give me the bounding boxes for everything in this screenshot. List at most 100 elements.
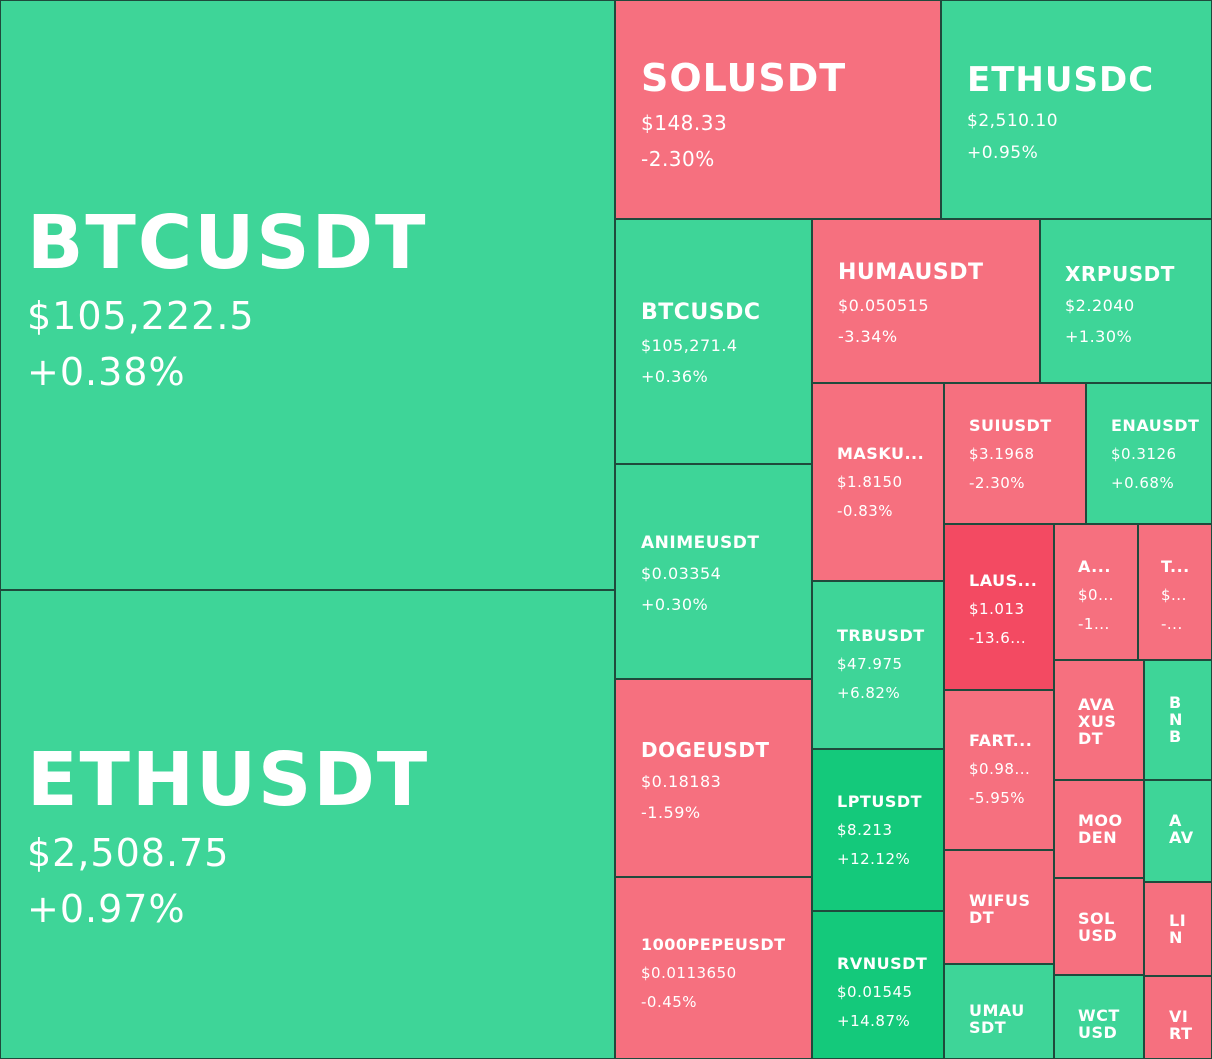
tile-price: $1.8150 (837, 473, 903, 491)
tile-symbol: VI RT (1169, 1007, 1193, 1043)
tile-change: +14.87% (837, 1012, 911, 1030)
tile-price: $2.2040 (1065, 296, 1135, 315)
tile-symbol: BTCUSDT (27, 200, 428, 286)
tile-symbol: B N B (1169, 693, 1183, 746)
tile-fartusdt[interactable]: FART... $0.98... -5.95% (944, 690, 1054, 850)
tile-a-truncated[interactable]: A... $0... -1... (1054, 524, 1138, 660)
tile-xrpusdt[interactable]: XRPUSDT $2.2040 +1.30% (1040, 219, 1212, 383)
tile-change: -13.6... (969, 629, 1027, 647)
tile-ethusdc[interactable]: ETHUSDC $2,510.10 +0.95% (941, 0, 1212, 219)
tile-symbol: UMAU SDT (969, 1001, 1025, 1037)
tile-symbol: HUMAUSDT (838, 260, 984, 285)
tile-symbol: SOL USD (1078, 909, 1118, 945)
tile-price: $0.3126 (1111, 445, 1177, 463)
tile-lausdt[interactable]: LAUS... $1.013 -13.6... (944, 524, 1054, 690)
tile-symbol: AVA XUS DT (1078, 695, 1117, 748)
tile-humausdt[interactable]: HUMAUSDT $0.050515 -3.34% (812, 219, 1040, 383)
tile-symbol: SUIUSDT (969, 416, 1052, 435)
tile-btcusdc[interactable]: BTCUSDC $105,271.4 +0.36% (615, 219, 812, 464)
tile-symbol: RVNUSDT (837, 954, 928, 973)
tile-change: +0.36% (641, 367, 709, 386)
tile-symbol: ETHUSDT (27, 737, 430, 823)
tile-symbol: ETHUSDC (967, 60, 1155, 100)
tile-price: $148.33 (641, 111, 728, 135)
tile-suiusdt[interactable]: SUIUSDT $3.1968 -2.30% (944, 383, 1086, 524)
tile-change: -2.30% (969, 474, 1026, 492)
tile-lptusdt[interactable]: LPTUSDT $8.213 +12.12% (812, 749, 944, 911)
tile-symbol: WCT USD (1078, 1006, 1120, 1042)
tile-symbol: ENAUSDT (1111, 416, 1200, 435)
tile-change: +0.68% (1111, 474, 1175, 492)
tile-linkusdt[interactable]: LI N (1144, 882, 1212, 976)
tile-animeusdt[interactable]: ANIMEUSDT $0.03354 +0.30% (615, 464, 812, 679)
tile-aaveusdt[interactable]: A AV (1144, 780, 1212, 882)
tile-price: $0.01545 (837, 983, 913, 1001)
tile-avaxusdt[interactable]: AVA XUS DT (1054, 660, 1144, 780)
tile-wifusdt[interactable]: WIFUS DT (944, 850, 1054, 964)
tile-change: -3.34% (838, 327, 898, 346)
tile-symbol: A AV (1169, 811, 1194, 847)
tile-symbol: T... (1161, 557, 1190, 576)
tile-symbol: LAUS... (969, 571, 1038, 590)
tile-rvnusdt[interactable]: RVNUSDT $0.01545 +14.87% (812, 911, 944, 1059)
tile-price: $3.1968 (969, 445, 1035, 463)
tile-price: $0.0113650 (641, 964, 737, 982)
tile-virtualusdt[interactable]: VI RT (1144, 976, 1212, 1059)
tile-change: +0.95% (967, 143, 1039, 163)
tile-symbol: LPTUSDT (837, 792, 923, 811)
tile-change: -5.95% (969, 789, 1026, 807)
tile-dogeusdt[interactable]: DOGEUSDT $0.18183 -1.59% (615, 679, 812, 877)
tile-change: +0.30% (641, 595, 709, 614)
tile-umausdt[interactable]: UMAU SDT (944, 964, 1054, 1059)
tile-symbol: SOLUSDT (641, 56, 847, 100)
tile-symbol: WIFUS DT (969, 891, 1031, 927)
tile-ethusdt[interactable]: ETHUSDT $2,508.75 +0.97% (0, 590, 615, 1059)
tile-change: +0.38% (27, 350, 186, 394)
tile-symbol: ANIMEUSDT (641, 533, 760, 553)
tile-price: $... (1161, 586, 1187, 604)
tile-symbol: TRBUSDT (837, 626, 925, 645)
tile-bnbusdt[interactable]: B N B (1144, 660, 1212, 780)
tile-price: $0.98... (969, 760, 1031, 778)
tile-price: $1.013 (969, 600, 1025, 618)
tile-change: +6.82% (837, 684, 901, 702)
tile-moodengusdt[interactable]: MOO DEN (1054, 780, 1144, 878)
tile-price: $8.213 (837, 821, 893, 839)
tile-price: $0... (1078, 586, 1114, 604)
tile-change: -1... (1078, 615, 1110, 633)
tile-t-truncated[interactable]: T... $... -... (1138, 524, 1212, 660)
tile-price: $0.18183 (641, 772, 722, 791)
tile-solusd[interactable]: SOL USD (1054, 878, 1144, 975)
tile-change: -2.30% (641, 147, 715, 171)
tile-price: $0.050515 (838, 296, 930, 315)
tile-symbol: MOO DEN (1078, 811, 1123, 847)
tile-price: $105,222.5 (27, 294, 255, 338)
tile-maskusdt[interactable]: MASKU... $1.8150 -0.83% (812, 383, 944, 581)
tile-symbol: BTCUSDC (641, 300, 761, 325)
tile-wctusd[interactable]: WCT USD (1054, 975, 1144, 1059)
tile-symbol: DOGEUSDT (641, 738, 770, 762)
tile-symbol: A... (1078, 557, 1111, 576)
tile-price: $105,271.4 (641, 336, 738, 355)
tile-price: $2,510.10 (967, 111, 1059, 131)
tile-price: $47.975 (837, 655, 903, 673)
tile-enausdt[interactable]: ENAUSDT $0.3126 +0.68% (1086, 383, 1212, 524)
tile-price: $0.03354 (641, 564, 722, 583)
tile-symbol: XRPUSDT (1065, 262, 1175, 286)
tile-change: -1.59% (641, 803, 701, 822)
tile-1000pepeusdt[interactable]: 1000PEPEUSDT $0.0113650 -0.45% (615, 877, 812, 1059)
tile-trbusdt[interactable]: TRBUSDT $47.975 +6.82% (812, 581, 944, 749)
tile-change: +0.97% (27, 887, 186, 931)
tile-change: +12.12% (837, 850, 911, 868)
tile-symbol: 1000PEPEUSDT (641, 935, 786, 954)
tile-solusdt[interactable]: SOLUSDT $148.33 -2.30% (615, 0, 941, 219)
tile-btcusdt[interactable]: BTCUSDT $105,222.5 +0.38% (0, 0, 615, 590)
tile-change: +1.30% (1065, 327, 1133, 346)
tile-change: -0.45% (641, 993, 698, 1011)
tile-symbol: FART... (969, 731, 1033, 750)
tile-price: $2,508.75 (27, 831, 230, 875)
tile-symbol: MASKU... (837, 444, 925, 463)
tile-change: -0.83% (837, 502, 894, 520)
tile-symbol: LI N (1169, 911, 1187, 947)
